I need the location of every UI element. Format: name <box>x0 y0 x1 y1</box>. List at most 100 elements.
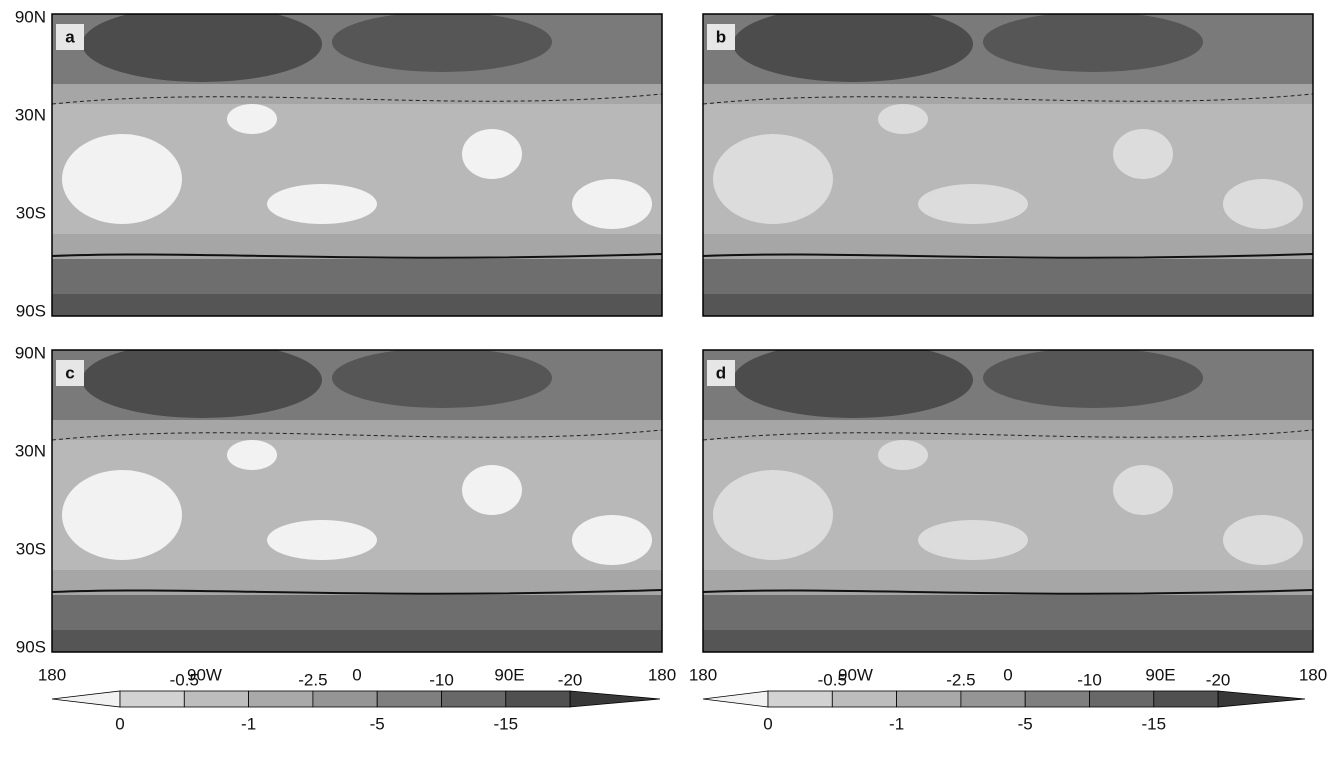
north-blob <box>983 350 1203 408</box>
south-edge <box>52 630 662 652</box>
north-blob <box>82 14 322 82</box>
north-blob <box>733 350 973 418</box>
light-region <box>572 179 652 229</box>
colorbar-label: -2.5 <box>946 670 975 689</box>
colorbar-label: 0 <box>115 714 124 733</box>
colorbar-segment <box>248 690 314 708</box>
south-edge <box>703 630 1313 652</box>
map-panel <box>703 350 1313 652</box>
colorbar-extend <box>51 690 121 708</box>
lon-label: 180 <box>1299 665 1327 684</box>
lat-label: 90S <box>16 637 46 656</box>
light-region <box>267 520 377 560</box>
light-region <box>572 515 652 565</box>
north-blob <box>332 14 552 72</box>
lon-label: 90W <box>838 665 873 684</box>
light-region <box>62 470 182 560</box>
contour <box>703 93 1313 105</box>
colorbar-segment <box>960 690 1026 708</box>
panel-label: c <box>65 363 74 382</box>
south-edge <box>703 294 1313 316</box>
lat-label: 30S <box>16 539 46 558</box>
colorbar-label: -5 <box>370 714 385 733</box>
frame <box>51 13 663 317</box>
light-region <box>227 104 277 134</box>
contour <box>703 253 1313 259</box>
map-panel <box>52 14 662 316</box>
lat-label: 30S <box>16 203 46 222</box>
contour <box>52 589 662 595</box>
lon-label: 0 <box>352 665 361 684</box>
north-blob <box>983 14 1203 72</box>
colorbar-segment <box>767 690 833 708</box>
colorbar-label: -15 <box>494 714 519 733</box>
light-region <box>227 440 277 470</box>
lat-label: 90N <box>15 7 46 26</box>
light-region <box>1113 465 1173 515</box>
colorbar-segment <box>183 690 250 708</box>
light-region <box>918 520 1028 560</box>
panel-label: b <box>716 27 726 46</box>
light-region <box>878 440 928 470</box>
panel-label: d <box>716 363 726 382</box>
colorbar-label: -10 <box>429 670 454 689</box>
colorbar-segment <box>1089 690 1155 708</box>
north-blob <box>82 350 322 418</box>
light-region <box>267 184 377 224</box>
frame <box>702 349 1314 653</box>
lon-label: 90E <box>494 665 524 684</box>
colorbar-segment <box>896 690 962 708</box>
south-edge <box>52 294 662 316</box>
light-region <box>462 465 522 515</box>
north-blob <box>733 14 973 82</box>
map-panel <box>703 14 1313 316</box>
contour <box>52 253 662 259</box>
lon-label: 180 <box>648 665 676 684</box>
colorbar-segment <box>505 690 571 708</box>
panel-label-box <box>707 360 735 386</box>
colorbar-label: -0.5 <box>170 670 199 689</box>
light-region <box>1223 515 1303 565</box>
colorbar-label: -2.5 <box>298 670 327 689</box>
colorbar-segment <box>1153 690 1219 708</box>
light-region <box>62 134 182 224</box>
colorbar-segment <box>376 690 442 708</box>
panel-label-box <box>56 24 84 50</box>
lat-label: 90S <box>16 301 46 320</box>
contour <box>52 93 662 105</box>
light-region <box>1113 129 1173 179</box>
panel-label-box <box>707 24 735 50</box>
lon-label: 0 <box>1003 665 1012 684</box>
colorbar-segment <box>1024 690 1090 708</box>
panel-label-box <box>56 360 84 386</box>
light-region <box>918 184 1028 224</box>
contour <box>703 589 1313 595</box>
light-region <box>713 134 833 224</box>
colorbar-label: -20 <box>1206 670 1231 689</box>
colorbar-extend <box>569 690 661 708</box>
colorbar-segment <box>831 690 897 708</box>
colorbar-label: -1 <box>889 714 904 733</box>
colorbar-segment <box>312 690 378 708</box>
light-region <box>713 470 833 560</box>
colorbar-label: -1 <box>241 714 256 733</box>
light-region <box>878 104 928 134</box>
contour <box>52 429 662 441</box>
lat-label: 30N <box>15 441 46 460</box>
colorbar-label: -20 <box>558 670 583 689</box>
panel-label: a <box>65 27 75 46</box>
colorbar-label: -15 <box>1142 714 1167 733</box>
lon-label: 180 <box>689 665 717 684</box>
colorbar-label: 0 <box>763 714 772 733</box>
colorbar-label: -5 <box>1018 714 1033 733</box>
colorbar-extend <box>1217 690 1306 708</box>
colorbar-label: -10 <box>1077 670 1102 689</box>
colorbar-label: -0.5 <box>818 670 847 689</box>
contour <box>703 429 1313 441</box>
light-region <box>1223 179 1303 229</box>
colorbar-extend <box>702 690 769 708</box>
lat-label: 90N <box>15 343 46 362</box>
colorbar-segment <box>441 690 507 708</box>
map-panel <box>52 350 662 652</box>
